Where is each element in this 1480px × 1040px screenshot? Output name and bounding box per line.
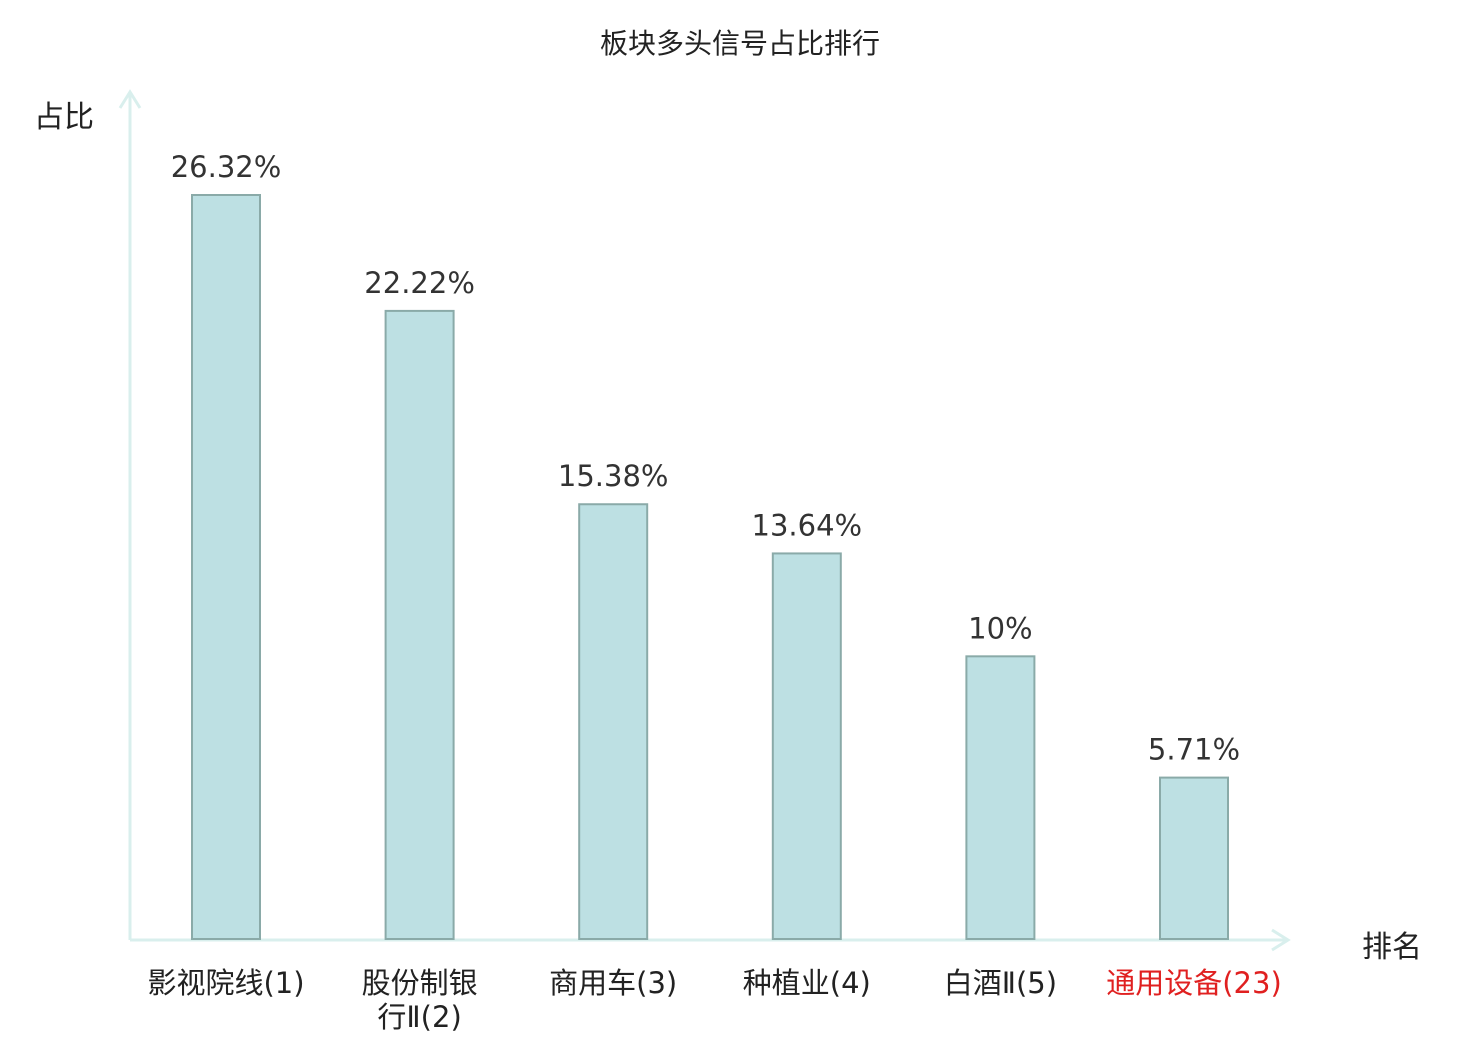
bar-value-label-4: 13.64%	[752, 508, 863, 542]
bar-2	[384, 309, 455, 940]
category-label-6: 通用设备(23)	[1106, 966, 1282, 1000]
x-axis-label: 排名	[1362, 930, 1422, 965]
category-label-3: 商用车(3)	[549, 966, 678, 1000]
category-label-1: 影视院线(1)	[147, 966, 305, 1000]
x-axis-arrow	[1271, 928, 1291, 952]
bar-value-label-2: 22.22%	[364, 266, 475, 300]
bar-6	[1159, 776, 1229, 940]
y-axis-label: 占比	[34, 100, 94, 135]
bar-value-label-1: 26.32%	[171, 150, 282, 184]
chart-title: 板块多头信号占比排行	[599, 27, 880, 60]
bar-1	[191, 194, 261, 940]
bar-value-label-6: 5.71%	[1148, 733, 1240, 767]
category-label-4: 种植业(4)	[742, 966, 871, 1000]
bar-5	[965, 655, 1036, 941]
category-label-5: 白酒Ⅱ(5)	[943, 966, 1058, 1000]
bar-3	[578, 503, 649, 940]
axes	[118, 89, 1291, 952]
y-axis-arrow	[118, 89, 142, 109]
bar-value-label-3: 15.38%	[558, 459, 669, 493]
bar-value-label-5: 10%	[968, 611, 1032, 645]
bar-4	[771, 552, 842, 941]
bars: 26.32% 22.22% 15.38% 13.64% 10% 5.71%	[171, 150, 1240, 941]
category-label-2: 股份制银行Ⅱ(2)	[361, 966, 478, 1034]
